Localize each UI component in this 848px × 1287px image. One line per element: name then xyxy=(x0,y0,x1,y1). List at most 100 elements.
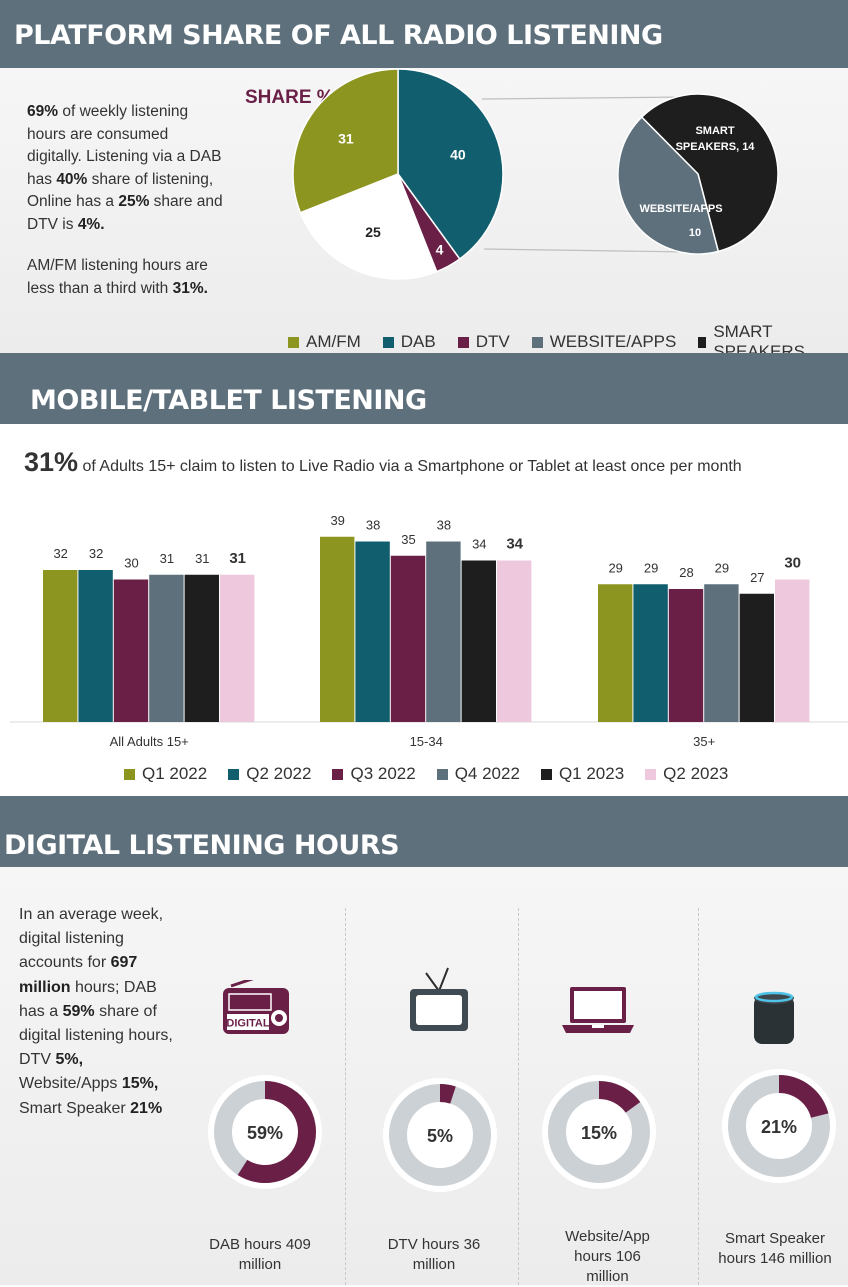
bar-value-label: 35 xyxy=(401,532,415,547)
donut-arc xyxy=(439,1084,456,1104)
pie-slice-online xyxy=(299,173,438,280)
legend-item: AM/FM xyxy=(288,332,361,352)
digital-text-run: share of digital listening hours, DTV xyxy=(19,1002,173,1069)
legend-label: WEBSITE/APPS xyxy=(549,332,677,351)
donut-arc xyxy=(237,1081,316,1183)
donut-caption-dab: DAB hours 409 million xyxy=(209,1236,311,1273)
mobile-headline: 31% of Adults 15+ claim to listen to Liv… xyxy=(24,447,742,478)
sub-pie-label: SMART xyxy=(695,125,734,137)
digital-text-run: Smart Speaker xyxy=(19,1099,131,1117)
digital-text-run: 59% xyxy=(62,1002,95,1020)
legend-swatch xyxy=(228,768,240,780)
section-header-digital-hours: DIGITAL LISTENING HOURS xyxy=(0,796,848,867)
donut-caption-website: Website/App hours 106 million xyxy=(565,1228,650,1285)
bar-q2-2023 xyxy=(775,579,810,722)
pie-value-label: 25 xyxy=(365,224,381,240)
bar-q1-2022 xyxy=(598,584,633,722)
platform-share-text-2: AM/FM listening hours are less than a th… xyxy=(27,255,227,300)
bar-q2-2023 xyxy=(497,560,532,722)
legend-swatch xyxy=(436,768,448,780)
bar-value-label: 38 xyxy=(366,518,380,533)
platform-text-run: share and DTV is xyxy=(27,193,223,233)
mobile-tablet-bar-chart: 32 32 30 31 31 31 All Adults 15+ 39 38 35 38 34 34 15… xyxy=(10,513,848,749)
category-label: 15-34 xyxy=(410,734,443,749)
bar-value-label: 31 xyxy=(160,551,174,566)
section-header-platform-share: PLATFORM SHARE OF ALL RADIO LISTENING xyxy=(0,0,848,68)
legend-item: Q2 2023 xyxy=(645,764,728,784)
bar-q3-2022 xyxy=(668,589,704,722)
radio-label: DIGITAL xyxy=(226,1018,269,1030)
legend-swatch xyxy=(698,336,707,348)
pie-slice-dab xyxy=(397,68,504,260)
headline-text: of Adults 15+ claim to listen to Live Ra… xyxy=(78,458,742,475)
connector-line xyxy=(481,96,691,100)
legend-label: Q4 2022 xyxy=(454,764,520,783)
pie-value-label: 40 xyxy=(450,147,466,163)
sub-pie-slice-website-apps xyxy=(617,116,720,255)
legend-label: Q1 2022 xyxy=(142,764,208,783)
bar-q3-2022 xyxy=(390,555,426,722)
column-divider xyxy=(345,908,346,1285)
platform-text-run: share of listening, Online has a xyxy=(27,170,214,211)
platform-text-run: of weekly listening hours are consumed d… xyxy=(27,103,222,188)
bar-q1-2023 xyxy=(461,560,496,722)
legend-swatch xyxy=(531,336,543,348)
legend-label: Q1 2023 xyxy=(558,764,625,783)
legend-swatch xyxy=(457,336,469,348)
bar-q4-2022 xyxy=(426,541,461,722)
platform-text-run: 4%. xyxy=(77,215,105,233)
bar-value-label: 31 xyxy=(195,551,209,566)
column-divider xyxy=(518,908,519,1285)
digital-hours-donuts: 59% 5% 15% 21% xyxy=(208,1069,836,1192)
laptop-icon xyxy=(562,987,634,1033)
legend-label: Q2 2022 xyxy=(246,764,312,783)
bar-value-label: 29 xyxy=(644,560,658,575)
legend-item: WEBSITE/APPS xyxy=(531,332,677,352)
platform-text-run: 69% xyxy=(27,103,59,120)
bar-q2-2023 xyxy=(220,574,255,722)
legend-label: DTV xyxy=(475,332,510,351)
platform-share-text-1: 69% of weekly listening hours are consum… xyxy=(27,101,227,236)
category-label: 35+ xyxy=(693,734,715,749)
legend-item: Q3 2022 xyxy=(332,764,416,784)
pie-chart-title: SHARE % xyxy=(245,87,334,108)
legend-item: Q1 2022 xyxy=(124,764,207,784)
section-title: DIGITAL LISTENING HOURS xyxy=(4,830,400,861)
section-title: PLATFORM SHARE OF ALL RADIO LISTENING xyxy=(14,20,663,51)
column-divider xyxy=(698,908,699,1285)
digital-text-run: hours; DAB has a xyxy=(19,978,157,1020)
donut-value-label: 59% xyxy=(247,1123,283,1143)
sub-pie-slice-smart-speakers xyxy=(640,93,779,253)
platform-share-pie-chart: SHARE % 40 4 25 31 SMART SPEAKERS, 14 WEBSITE… xyxy=(245,68,779,280)
legend-swatch xyxy=(645,768,657,780)
legend-item: Q2 2022 xyxy=(228,764,311,784)
bar-q2-2022 xyxy=(78,570,113,722)
digital-text-run: 21% xyxy=(130,1099,163,1117)
category-label: All Adults 15+ xyxy=(110,734,189,749)
tv-icon xyxy=(410,967,468,1031)
donut-value-label: 5% xyxy=(427,1126,453,1146)
bar-q1-2023 xyxy=(739,593,774,722)
sub-pie-label: SPEAKERS, 14 xyxy=(676,141,756,153)
bar-q3-2022 xyxy=(113,579,149,722)
sub-pie-label: WEBSITE/APPS xyxy=(639,203,722,215)
connector-line xyxy=(483,248,691,253)
legend-item: DAB xyxy=(382,332,436,352)
platform-text-run: 40% xyxy=(56,170,88,188)
digital-text-run: Website/Apps xyxy=(19,1075,122,1093)
bar-value-label: 29 xyxy=(715,560,729,575)
digital-hours-text: In an average week, digital listening ac… xyxy=(19,903,179,1121)
bar-q1-2022 xyxy=(43,570,78,722)
platform-text-run: AM/FM listening hours are less than a th… xyxy=(27,257,208,297)
legend-item: Q4 2022 xyxy=(436,764,520,784)
digital-hours-panel xyxy=(0,867,848,1285)
bar-value-label: 32 xyxy=(53,546,67,561)
platform-text-run: 25% xyxy=(118,193,150,210)
donut-arc xyxy=(598,1081,641,1113)
donut-value-label: 15% xyxy=(581,1123,617,1143)
bar-value-label: 34 xyxy=(506,536,523,553)
section-header-mobile-tablet: MOBILE/TABLET LISTENING xyxy=(0,353,848,424)
bar-q2-2022 xyxy=(355,541,390,722)
legend-swatch xyxy=(382,336,394,348)
bar-value-label: 30 xyxy=(784,555,801,572)
